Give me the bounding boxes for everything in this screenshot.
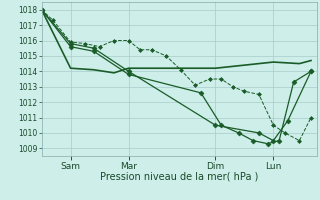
X-axis label: Pression niveau de la mer( hPa ): Pression niveau de la mer( hPa ) — [100, 172, 258, 182]
